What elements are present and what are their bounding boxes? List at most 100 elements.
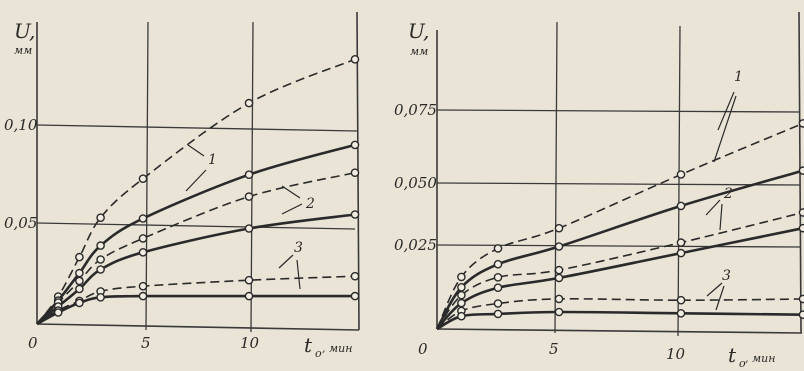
chart0-series-1-solid-point-4 [138, 214, 148, 223]
left-xtick-5: 5 [141, 334, 151, 352]
chart0-series-1-solid-point-5 [244, 170, 254, 179]
chart1-series-2-solid-point-1 [457, 298, 466, 308]
right-xtick-5: 5 [549, 340, 559, 358]
chart1-series-3-solid-point-2 [493, 309, 503, 319]
chart0-series-1-dashed-point-2 [75, 252, 84, 262]
chart0-series-3-solid-point-4 [138, 291, 148, 301]
left-x-subscript: o [315, 347, 322, 360]
left-series-group [36, 55, 360, 326]
left-curve-label-3: 3 [294, 240, 303, 256]
chart0-series-3-dashed-line [36, 275, 356, 325]
left-y-unit: мм [14, 44, 32, 57]
chart0-series-1-solid-point-2 [75, 268, 84, 278]
left-label-1-leader [185, 144, 207, 192]
right-ytick-0050: 0,050 [394, 174, 437, 192]
chart1-series-3-dashed-point-2 [493, 299, 503, 308]
chart1-series-2-dashed-point-3 [554, 265, 564, 275]
chart0-series-2-dashed-point-2 [75, 276, 84, 286]
chart1-series-3-solid-point-1 [457, 311, 466, 321]
chart1-series-3-solid-point-5 [798, 310, 804, 319]
chart1-series-2-solid-point-5 [798, 223, 804, 233]
chart1-series-3-solid-line [436, 310, 804, 331]
chart1-series-3-solid-point-4 [676, 308, 686, 318]
left-x-unit: , мин [322, 342, 352, 355]
chart0-series-2-solid-point-4 [138, 247, 148, 257]
chart0-series-3-solid-point-3 [96, 292, 105, 302]
right-x-subscript: o [739, 357, 746, 370]
chart0-series-1-dashed-point-6 [350, 55, 360, 64]
left-grid-h-010 [36, 124, 358, 132]
chart0-series-2-dashed-point-5 [244, 192, 254, 201]
chart0-series-2-solid-point-3 [96, 265, 105, 274]
chart1-series-3-solid-point-3 [554, 307, 564, 317]
left-y-title: U, [14, 19, 35, 43]
right-ytick-0075: 0,075 [394, 101, 437, 119]
right-grid-h-0050 [436, 182, 801, 186]
chart0-series-3-dashed-point-6 [350, 271, 360, 281]
right-x-unit: , мин [745, 352, 775, 365]
chart1-series-1-solid-point-4 [676, 201, 686, 211]
chart1-series-1-dashed-point-3 [554, 223, 564, 233]
left-grid-h-005 [36, 222, 356, 230]
chart0-series-2-dashed-point-4 [138, 234, 148, 243]
left-xtick-10: 10 [240, 334, 260, 352]
right-xtick-0: 0 [418, 340, 428, 358]
left-label-2-leader [281, 185, 303, 215]
chart0-series-2-solid-point-6 [350, 210, 360, 219]
right-chart: U, мм 0,025 0,050 0,075 0 5 10 t o , мин… [394, 11, 804, 370]
chart0-series-1-solid-point-6 [350, 140, 360, 150]
chart0-series-3-solid-point-5 [244, 291, 254, 301]
right-grid-h-0075 [436, 109, 801, 113]
chart1-series-2-solid-point-3 [554, 273, 564, 283]
chart0-series-2-solid-line [36, 213, 356, 326]
left-x-axis [36, 323, 360, 331]
chart1-series-2-solid-point-4 [676, 248, 686, 258]
right-curve-label-2: 2 [723, 186, 733, 202]
chart0-series-3-solid-point-6 [350, 291, 360, 301]
chart1-series-3-dashed-point-3 [554, 294, 564, 304]
left-x-title: t [304, 333, 313, 357]
right-y-title: U, [408, 19, 429, 43]
chart0-series-3-dashed-point-5 [244, 275, 254, 285]
chart1-series-2-solid-point-2 [493, 283, 503, 293]
right-curve-label-1: 1 [734, 69, 743, 85]
chart0-series-3-solid-point-2 [75, 298, 84, 308]
chart1-series-1-solid-point-1 [457, 282, 466, 292]
chart0-series-2-solid-point-2 [75, 284, 84, 294]
chart1-series-1-dashed-point-2 [493, 244, 503, 253]
right-label-1-leader [713, 91, 737, 163]
right-label-2-leader [705, 199, 723, 231]
right-grid-v-10 [677, 25, 681, 337]
chart0-series-1-dashed-point-4 [138, 174, 148, 183]
chart1-series-1-dashed-point-4 [676, 170, 686, 179]
chart1-series-1-solid-line [435, 169, 804, 330]
chart1-series-2-dashed-point-1 [457, 290, 466, 300]
chart1-series-2-dashed-point-2 [493, 272, 503, 282]
chart0-series-3-dashed-point-4 [138, 281, 148, 291]
chart1-series-3-dashed-point-4 [676, 295, 686, 305]
chart0-series-1-dashed-point-3 [96, 213, 105, 222]
chart0-series-3-solid-point-1 [53, 308, 63, 317]
chart0-series-3-solid-line [36, 294, 355, 326]
chart1-series-1-solid-point-3 [554, 242, 564, 251]
right-grid-v-5 [554, 21, 558, 334]
chart1-series-1-dashed-point-5 [798, 119, 804, 128]
chart0-series-1-solid-point-3 [96, 241, 105, 250]
chart1-series-2-dashed-point-4 [676, 238, 686, 247]
right-xtick-10: 10 [666, 345, 686, 363]
right-series-group [435, 119, 804, 331]
chart0-series-2-dashed-point-6 [350, 168, 360, 177]
chart1-series-1-solid-point-5 [798, 166, 804, 175]
right-y-unit: мм [410, 45, 428, 58]
right-label-3-leader [706, 282, 725, 311]
right-ytick-0025: 0,025 [394, 236, 437, 254]
chart0-series-2-solid-point-5 [244, 224, 254, 233]
right-curve-label-3: 3 [722, 268, 731, 284]
left-ytick-010: 0,10 [4, 116, 38, 134]
right-x-title: t [728, 343, 737, 367]
right-grid-h-0025 [436, 244, 801, 248]
chart0-series-2-dashed-point-3 [96, 255, 105, 264]
left-curve-label-1: 1 [208, 152, 217, 168]
left-chart: U, мм 0,05 0,10 0 5 10 t o , мин 1 2 3 [4, 11, 360, 360]
